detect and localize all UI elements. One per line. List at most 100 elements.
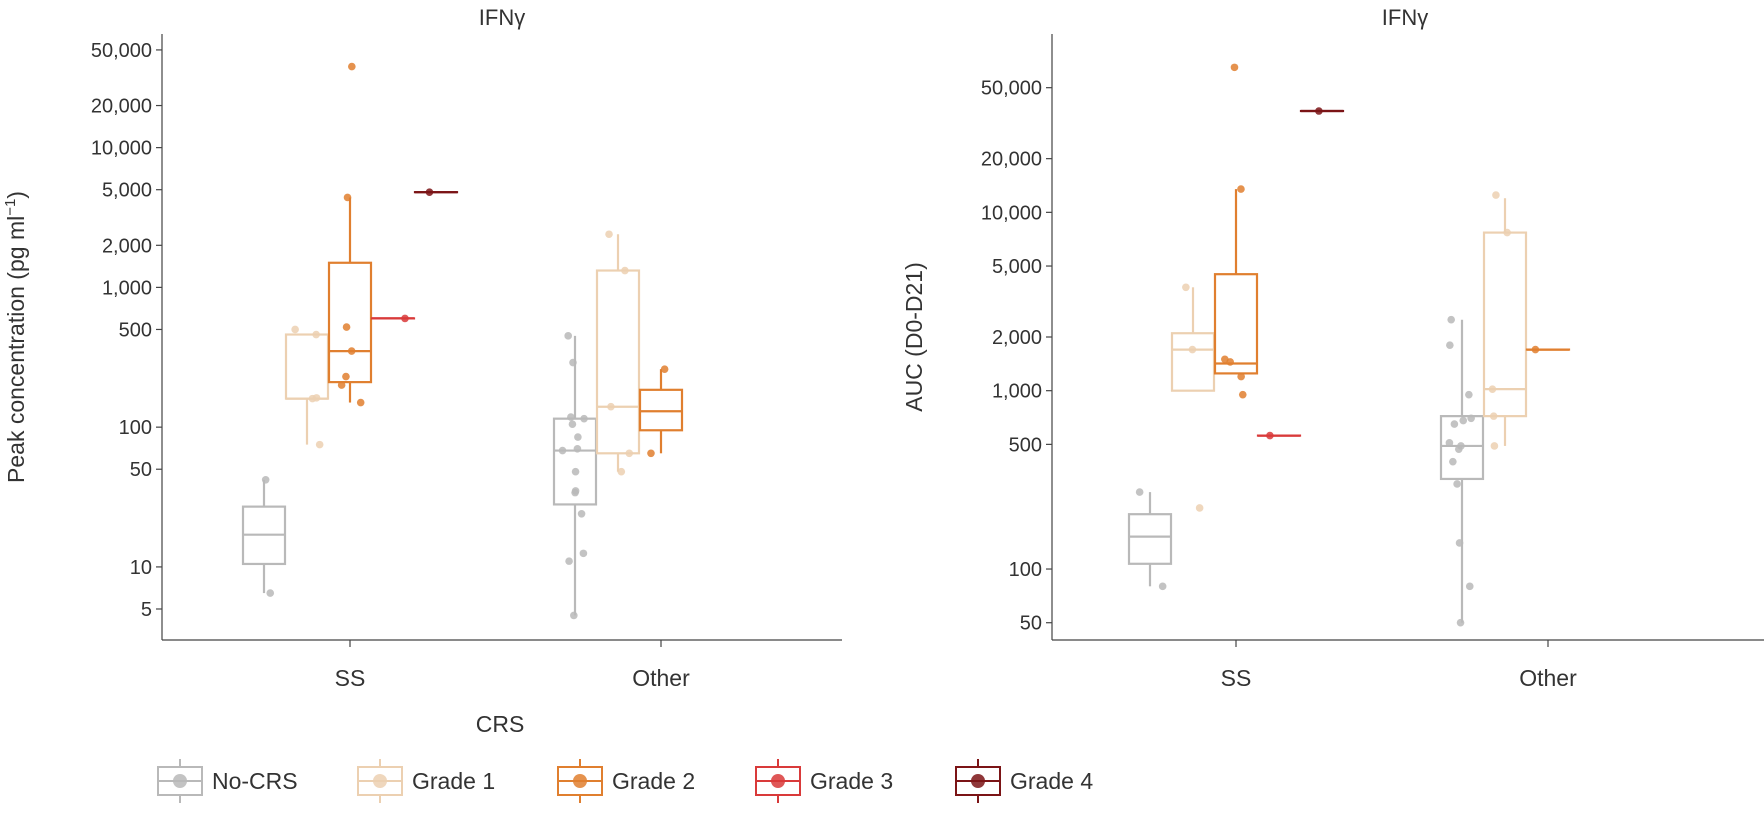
data-point bbox=[1135, 488, 1144, 496]
y-tick-label: 2,000 bbox=[102, 235, 152, 257]
data-point bbox=[1456, 618, 1465, 627]
data-point bbox=[1230, 63, 1239, 72]
x-tick-label: Other bbox=[632, 665, 690, 691]
box-rect bbox=[327, 261, 373, 384]
data-point bbox=[1188, 345, 1197, 354]
y-axis-title-main: Peak concentration (pg ml bbox=[3, 216, 29, 483]
data-point bbox=[571, 487, 580, 495]
data-point bbox=[570, 611, 578, 620]
legend-dot bbox=[373, 774, 387, 788]
data-point bbox=[565, 557, 573, 565]
legend-label: Grade 1 bbox=[412, 768, 495, 794]
data-point bbox=[312, 394, 321, 402]
data-point bbox=[1465, 582, 1474, 591]
data-point bbox=[647, 449, 655, 458]
box-grade-1-other bbox=[1482, 191, 1528, 450]
data-point bbox=[571, 467, 580, 476]
panel-title: IFNγ bbox=[1382, 5, 1428, 30]
box-no-crs-other bbox=[1439, 315, 1485, 627]
data-point bbox=[569, 358, 577, 367]
y-axis-title-superscript: −1 bbox=[2, 199, 19, 216]
data-point bbox=[605, 230, 613, 239]
y-tick-label: 5,000 bbox=[102, 180, 152, 202]
data-point bbox=[579, 549, 588, 558]
y-tick-label: 500 bbox=[119, 319, 152, 341]
box-grade-2-ss bbox=[1213, 63, 1259, 399]
data-point bbox=[425, 188, 434, 196]
box-rect bbox=[1439, 415, 1485, 481]
data-point bbox=[342, 372, 350, 381]
data-point bbox=[1492, 191, 1500, 199]
data-point bbox=[312, 330, 320, 339]
data-point bbox=[1455, 539, 1464, 547]
x-tick-label: SS bbox=[1221, 665, 1252, 691]
box-grade-3-ss bbox=[370, 314, 416, 323]
y-tick-label: 10,000 bbox=[91, 138, 152, 160]
y-axis-title-tail: ) bbox=[3, 191, 29, 199]
y-axis-title: AUC (D0-D21) bbox=[901, 262, 927, 412]
data-point bbox=[1449, 457, 1457, 466]
y-tick-label: 10 bbox=[130, 557, 152, 579]
data-point bbox=[1490, 442, 1499, 450]
panel-auc: 50 100 500 1,000 2,000 5,000 10,000 20,000 50,00… bbox=[901, 5, 1764, 691]
legend-dot bbox=[971, 774, 985, 788]
data-point bbox=[1457, 442, 1465, 450]
legend-dot bbox=[173, 774, 187, 788]
box-grade-4-ss bbox=[1299, 107, 1345, 115]
legend-label: Grade 3 bbox=[810, 768, 893, 794]
y-tick-label: 20,000 bbox=[981, 149, 1042, 171]
data-point bbox=[348, 62, 356, 71]
box-no-crs-ss bbox=[1127, 488, 1173, 591]
y-tick-label: 1,000 bbox=[992, 381, 1042, 403]
legend-entry-grade-1: Grade 1 bbox=[357, 759, 495, 803]
box-grade-2-other bbox=[1525, 345, 1571, 354]
data-point bbox=[568, 420, 577, 428]
legend-label: Grade 4 bbox=[1010, 768, 1093, 794]
x-tick-label: SS bbox=[335, 665, 366, 691]
data-point bbox=[574, 433, 582, 441]
data-point bbox=[1459, 416, 1468, 425]
x-tick-label: Other bbox=[1519, 665, 1577, 691]
data-point bbox=[1488, 385, 1497, 393]
box-grade-3-ss bbox=[1256, 431, 1302, 440]
panel-title: IFNγ bbox=[479, 5, 525, 30]
data-point bbox=[1453, 480, 1461, 488]
legend-label: Grade 2 bbox=[612, 768, 695, 794]
data-point bbox=[1238, 390, 1247, 399]
data-point bbox=[1465, 390, 1473, 399]
legend-dot bbox=[573, 774, 587, 788]
data-point bbox=[337, 381, 346, 389]
data-point bbox=[580, 414, 588, 423]
data-point bbox=[261, 476, 270, 484]
data-point bbox=[347, 347, 356, 355]
data-point bbox=[315, 440, 324, 449]
y-tick-label: 1,000 bbox=[102, 277, 152, 299]
data-point bbox=[1467, 414, 1475, 423]
data-point bbox=[356, 398, 365, 407]
data-point bbox=[1447, 315, 1455, 324]
y-tick-label: 50,000 bbox=[981, 78, 1042, 100]
data-point bbox=[1531, 345, 1540, 354]
data-point bbox=[342, 323, 351, 331]
data-point bbox=[1237, 185, 1245, 193]
box-rect bbox=[638, 388, 684, 432]
box-grade-2-other bbox=[638, 365, 684, 458]
data-point bbox=[1450, 420, 1459, 428]
data-point bbox=[567, 413, 575, 421]
data-point bbox=[1489, 412, 1498, 420]
y-tick-label: 50 bbox=[1020, 613, 1042, 635]
data-point bbox=[1237, 372, 1245, 381]
box-rect bbox=[595, 269, 641, 455]
data-point bbox=[558, 446, 567, 455]
data-point bbox=[564, 332, 572, 340]
data-point bbox=[1266, 431, 1274, 440]
box-grade-1-ss bbox=[284, 325, 330, 449]
legend: CRS No-CRS Grade 1 Grade 2 Grade 3 Grade 4 bbox=[157, 711, 1093, 803]
data-point bbox=[617, 467, 626, 476]
box-grade-1-other bbox=[595, 230, 641, 476]
data-point bbox=[401, 314, 409, 323]
data-point bbox=[621, 266, 629, 275]
y-tick-label: 50 bbox=[130, 459, 152, 481]
data-point bbox=[573, 445, 582, 453]
